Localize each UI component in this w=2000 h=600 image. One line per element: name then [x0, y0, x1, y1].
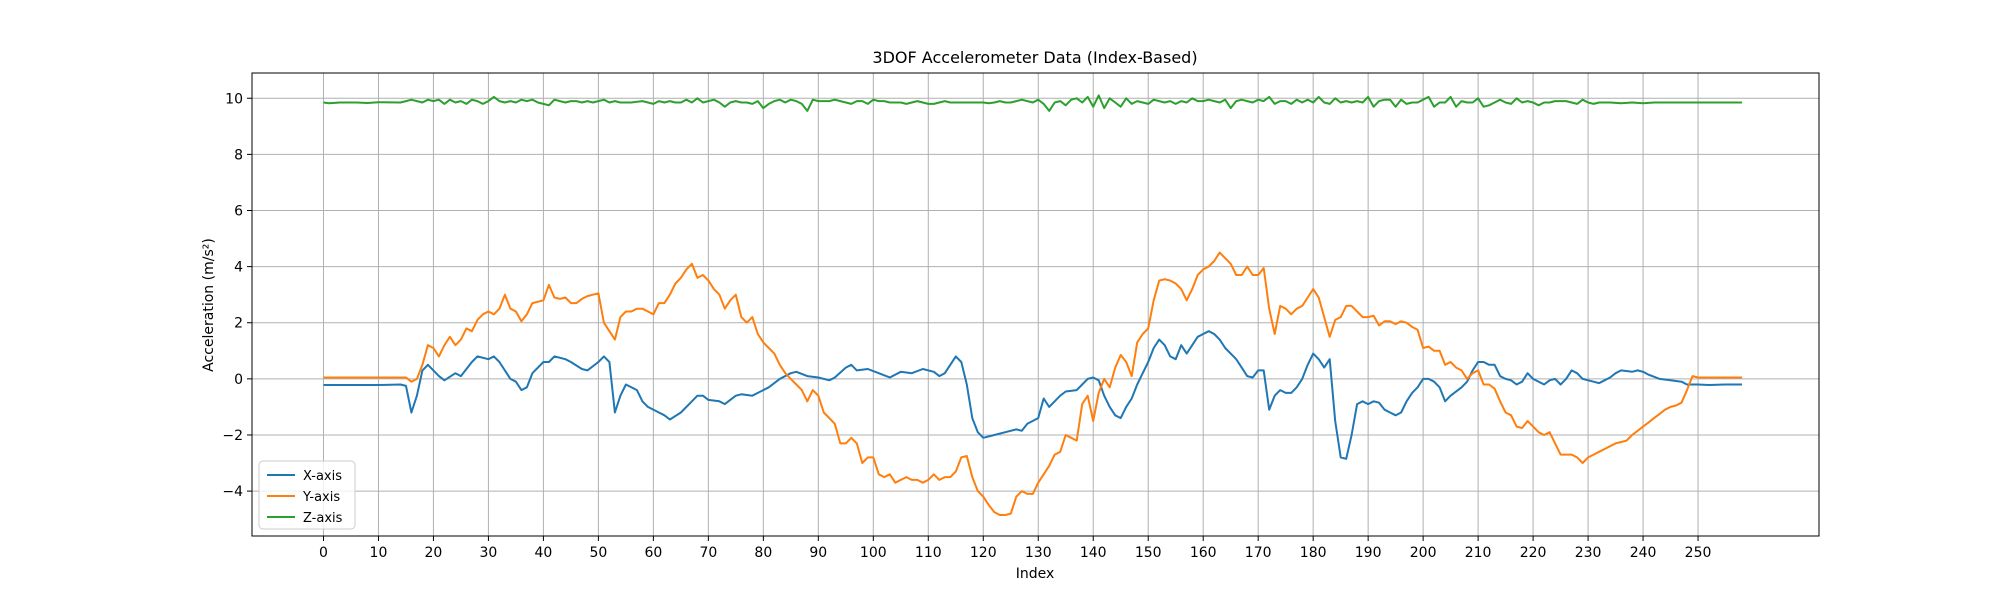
legend-label: Z-axis [303, 511, 343, 526]
axis-ticks: 0 10 20 30 40 50 60 70 80 90 100 110 120 130 140 150 160… [222, 91, 1711, 561]
x-tick-label: 240 [1630, 545, 1657, 561]
x-tick-label: 90 [809, 545, 827, 561]
legend-box [258, 460, 356, 530]
x-tick-label: 230 [1575, 545, 1602, 561]
x-tick-label: 70 [699, 545, 717, 561]
x-tick-label: 210 [1465, 545, 1492, 561]
x-tick-label: 100 [860, 545, 887, 561]
x-tick-label: 30 [480, 545, 498, 561]
x-tick-label: 140 [1080, 545, 1107, 561]
x-tick-label: 20 [425, 545, 443, 561]
x-tick-label: 180 [1300, 545, 1327, 561]
x-axis-label: Index [1016, 566, 1055, 582]
y-tick-label: 10 [225, 91, 243, 107]
x-tick-label: 150 [1135, 545, 1162, 561]
x-tick-label: 40 [534, 545, 552, 561]
series-line-x-axis [323, 330, 1742, 460]
y-tick-label: 8 [234, 147, 243, 163]
plot-area-frame [251, 72, 1820, 537]
chart-title: 3DOF Accelerometer Data (Index-Based) [872, 48, 1197, 67]
x-tick-label: 220 [1520, 545, 1547, 561]
x-tick-label: 130 [1025, 545, 1052, 561]
x-tick-label: 190 [1355, 545, 1382, 561]
legend-label: Y-axis [302, 490, 340, 505]
x-tick-label: 120 [970, 545, 997, 561]
y-tick-label: 4 [234, 260, 243, 276]
y-tick-label: −4 [222, 484, 243, 500]
y-tick-label: 2 [234, 316, 243, 332]
y-axis-label: Acceleration (m/s²) [201, 238, 217, 372]
y-tick-label: −2 [222, 428, 243, 444]
x-tick-label: 170 [1245, 545, 1272, 561]
x-tick-label: 60 [644, 545, 662, 561]
series-lines [323, 94, 1742, 516]
x-tick-label: 0 [319, 545, 328, 561]
legend-label: X-axis [303, 469, 342, 484]
series-line-y-axis [323, 251, 1742, 516]
x-tick-label: 200 [1410, 545, 1437, 561]
y-tick-label: 6 [234, 203, 243, 219]
series-line-z-axis [323, 94, 1742, 112]
x-tick-label: 160 [1190, 545, 1217, 561]
x-tick-label: 250 [1685, 545, 1712, 561]
x-tick-label: 110 [915, 545, 942, 561]
legend: X-axis Y-axis Z-axis [258, 460, 356, 530]
y-tick-label: 0 [234, 372, 243, 388]
x-tick-label: 50 [589, 545, 607, 561]
x-tick-label: 10 [370, 545, 388, 561]
x-tick-label: 80 [754, 545, 772, 561]
